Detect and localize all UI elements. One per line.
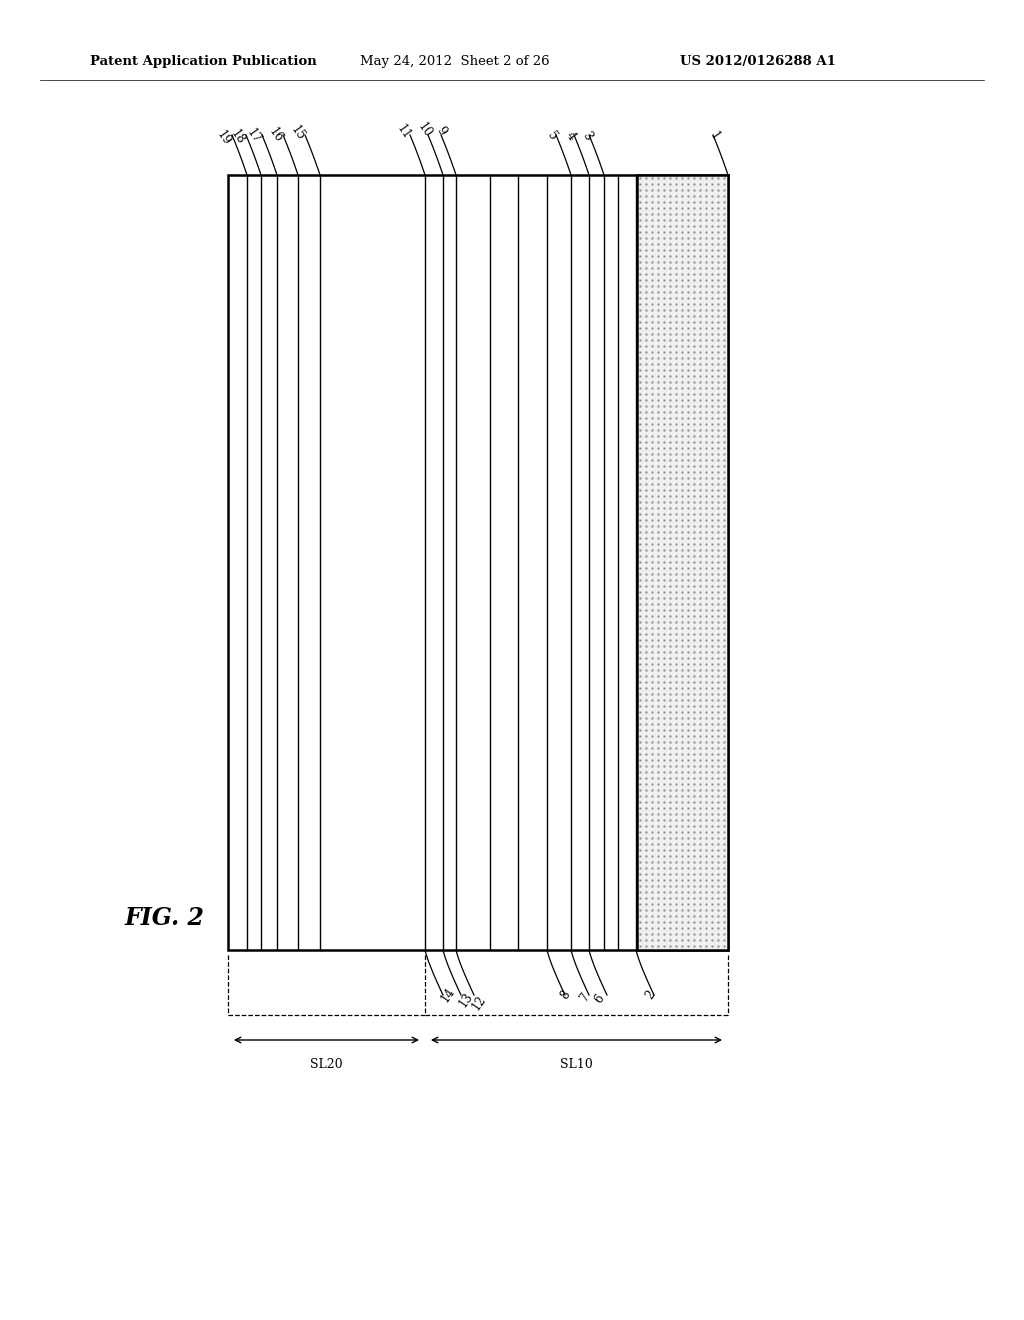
Bar (637, 176, 728, 950)
Text: 16: 16 (266, 125, 286, 145)
Text: 14: 14 (438, 985, 458, 1005)
Text: 10: 10 (416, 120, 434, 140)
Text: 17: 17 (245, 127, 263, 147)
Bar (228, 176, 728, 950)
Text: 3: 3 (580, 129, 595, 143)
Text: 7: 7 (578, 990, 593, 1003)
Text: 9: 9 (433, 124, 449, 139)
Text: 12: 12 (469, 993, 488, 1012)
Text: 4: 4 (563, 129, 579, 143)
Text: May 24, 2012  Sheet 2 of 26: May 24, 2012 Sheet 2 of 26 (360, 55, 550, 69)
Text: SL20: SL20 (310, 1059, 343, 1071)
Text: 11: 11 (394, 123, 414, 143)
Text: 5: 5 (545, 129, 559, 143)
Text: US 2012/0126288 A1: US 2012/0126288 A1 (680, 55, 836, 69)
Text: 19: 19 (214, 128, 233, 148)
Text: 18: 18 (228, 128, 248, 147)
Text: 2: 2 (643, 987, 657, 1002)
Bar (637, 176, 728, 950)
Text: FIG. 2: FIG. 2 (125, 906, 205, 931)
Text: Patent Application Publication: Patent Application Publication (90, 55, 316, 69)
Text: 6: 6 (593, 993, 607, 1006)
Text: 13: 13 (457, 990, 475, 1010)
Text: 1: 1 (708, 129, 723, 143)
Text: 8: 8 (557, 987, 572, 1002)
Text: SL10: SL10 (560, 1059, 593, 1071)
Text: 15: 15 (289, 123, 307, 143)
